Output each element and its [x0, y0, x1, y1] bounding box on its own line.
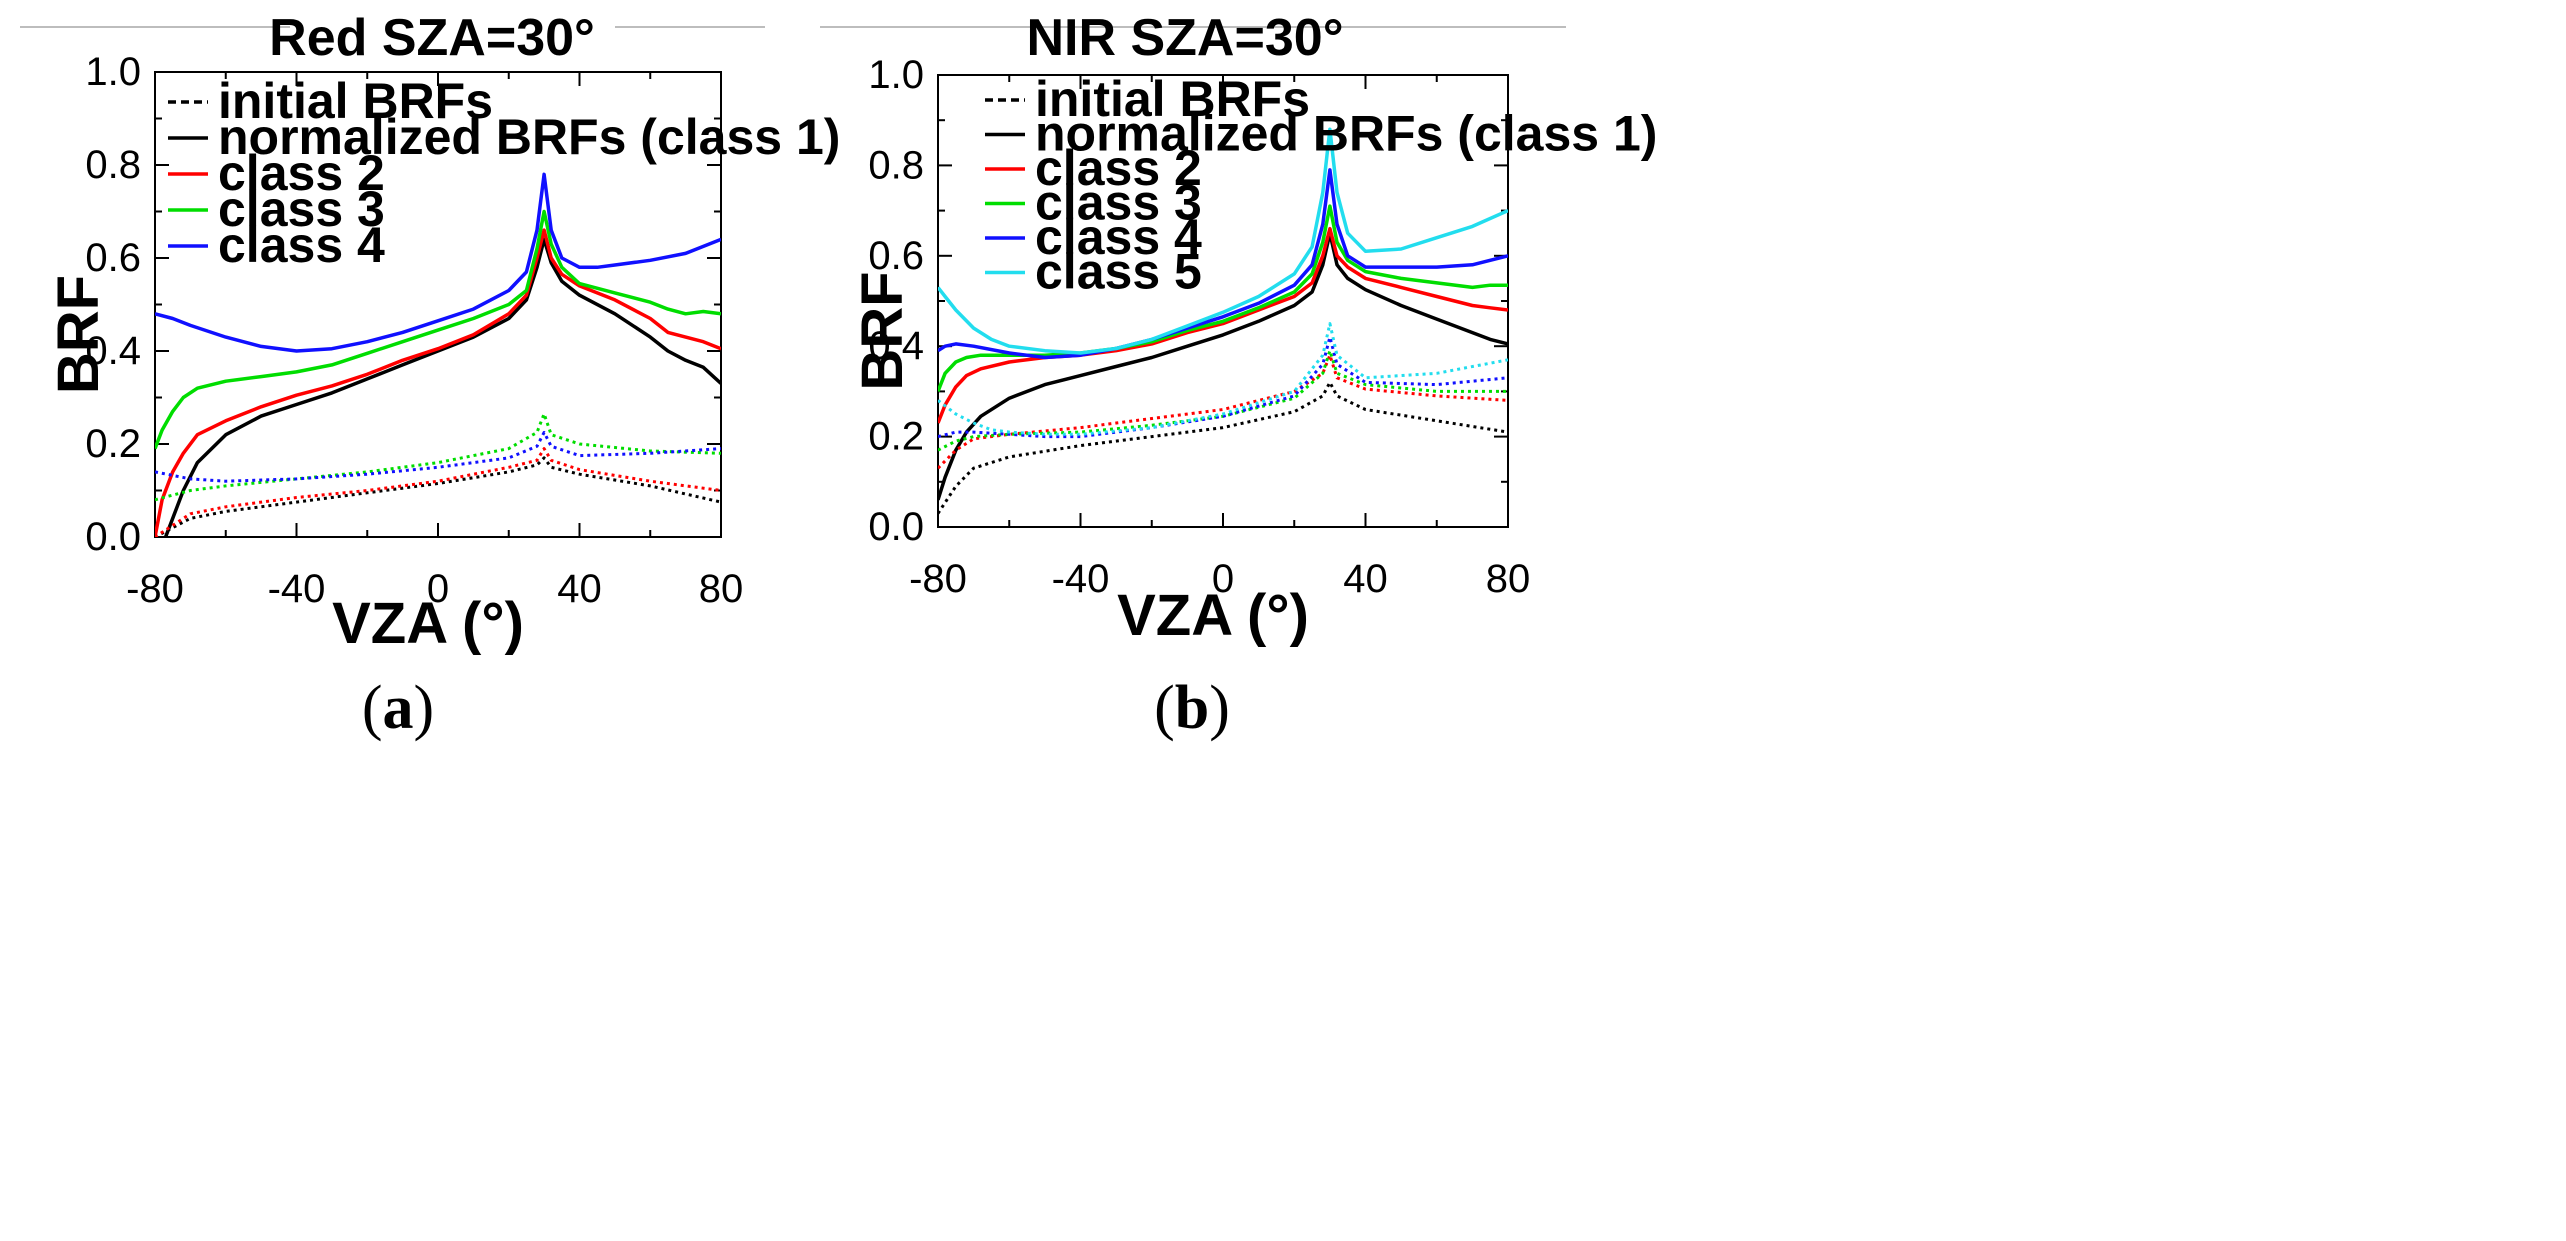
y-tick-label: 0.8	[85, 143, 141, 187]
series-group	[938, 127, 1508, 515]
x-tick-label: -80	[909, 557, 967, 601]
chart-title: NIR SZA=30°	[1026, 9, 1343, 67]
series-line-initial-class-1	[938, 380, 1508, 515]
series-line-initial-class-3	[938, 349, 1508, 452]
series-line-normalized-class-4	[938, 168, 1508, 360]
y-tick-label: 0.8	[868, 143, 924, 187]
y-tick-label: 1.0	[868, 53, 924, 97]
y-tick-label: 0.6	[868, 234, 924, 278]
panel-label: (a)	[362, 674, 434, 742]
x-tick-label: 0	[427, 567, 449, 611]
chart-title: Red SZA=30°	[269, 9, 595, 67]
series-line-normalized-class-2	[155, 228, 721, 537]
chart-panel-a: Red SZA=30° 0.0 0.2 0.4 0.6 0.8 1.0 -80 -40 0 40 80…	[20, 9, 840, 742]
x-tick-label: -40	[1052, 557, 1110, 601]
series-line-normalized-class-1	[938, 231, 1508, 501]
legend-label: initial BRFs	[1035, 71, 1310, 127]
x-tick-label: 40	[557, 567, 602, 611]
x-axis-label: VZA (°)	[1117, 583, 1309, 648]
legend-label: class 5	[1035, 244, 1202, 300]
y-axis-label: BRF	[46, 275, 111, 394]
chart-panel-b: NIR SZA=30° 0.0 0.2 0.4 0.6 0.8 1.0 -80 -40 0 40 80…	[820, 9, 1657, 742]
series-line-initial-class-4	[155, 430, 721, 483]
x-axis-label: VZA (°)	[332, 591, 524, 656]
series-line-normalized-class-1	[163, 237, 721, 537]
series-line-initial-class-2	[155, 447, 721, 537]
x-tick-label: 80	[1486, 557, 1531, 601]
x-tick-label: 0	[1212, 557, 1234, 601]
series-line-initial-class-2	[938, 353, 1508, 470]
legend-label: class 2	[1035, 140, 1202, 196]
y-axis-label: BRF	[850, 271, 915, 390]
series-line-normalized-class-4	[155, 172, 721, 353]
legend-label: normalized BRFs (class 1)	[218, 109, 840, 165]
legend-label: class 4	[1035, 209, 1202, 265]
y-tick-label: 0.2	[868, 415, 924, 459]
panel-label: (b)	[1154, 674, 1230, 742]
series-line-initial-class-4	[938, 335, 1508, 439]
legend-label: class 4	[218, 217, 385, 273]
y-tick-label: 0.6	[85, 236, 141, 280]
x-tick-label: 40	[1343, 557, 1388, 601]
y-tick-label: 0.0	[868, 505, 924, 549]
series-line-normalized-class-3	[938, 204, 1508, 393]
x-tick-label: -40	[268, 567, 326, 611]
x-tick-label: -80	[126, 567, 184, 611]
y-tick-label: 0.0	[85, 515, 141, 559]
y-tick-label: 0.4	[868, 324, 924, 368]
legend-label: normalized BRFs (class 1)	[1035, 106, 1657, 162]
series-line-normalized-class-3	[155, 209, 721, 450]
legend-label: class 2	[218, 145, 385, 201]
legend-label: class 3	[218, 181, 385, 237]
series-line-initial-class-1	[155, 456, 721, 537]
series-line-initial-class-3	[155, 412, 721, 502]
series-line-normalized-class-5	[938, 127, 1508, 355]
y-tick-label: 1.0	[85, 50, 141, 94]
y-tick-label: 0.4	[85, 329, 141, 373]
series-group	[155, 172, 721, 537]
series-line-initial-class-5	[938, 322, 1508, 436]
y-tick-label: 0.2	[85, 422, 141, 466]
series-line-normalized-class-2	[938, 226, 1508, 424]
legend-label: class 3	[1035, 175, 1202, 231]
x-tick-label: 80	[699, 567, 744, 611]
legend-label: initial BRFs	[218, 73, 493, 129]
